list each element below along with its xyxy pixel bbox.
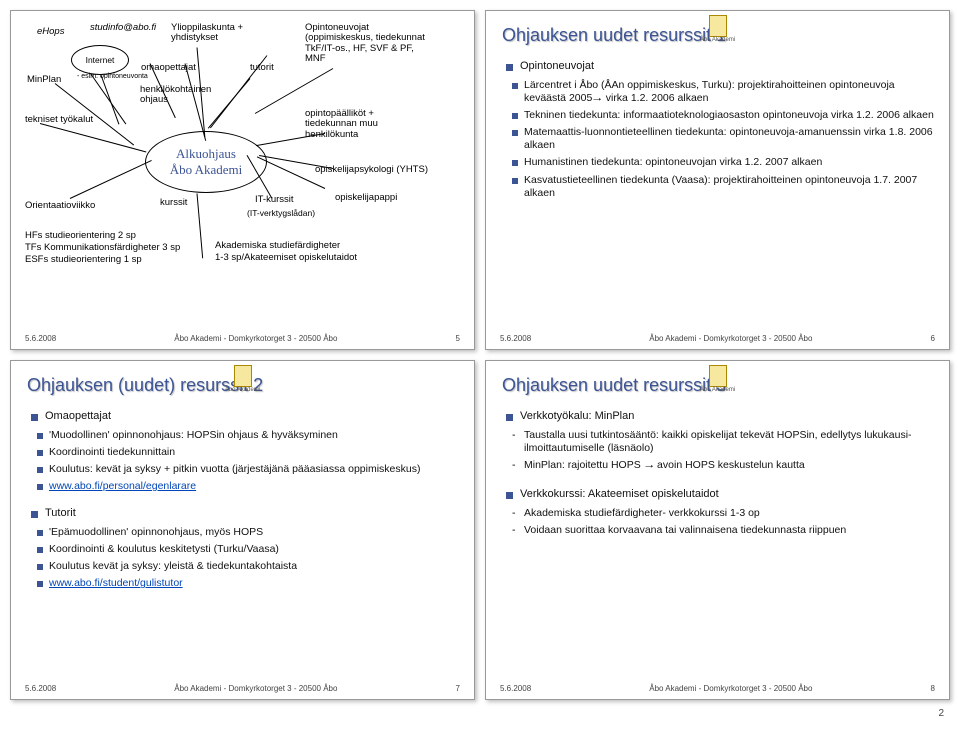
bullets: Tutorit 'Epämuodollinen' opinnonohjaus, … — [31, 507, 460, 590]
logo-text: Åbo Akademi — [213, 387, 273, 393]
bullet: Taustalla uusi tutkintosääntö: kaikki op… — [512, 429, 935, 455]
bullet: Omaopettajat — [31, 410, 460, 424]
bullet: Koordinointi & koulutus keskitetysti (Tu… — [37, 543, 460, 556]
bullet: Humanistinen tiedekunta: opintoneuvojan … — [512, 156, 935, 169]
label-hfs: HFs studieorientering 2 sp — [25, 231, 136, 241]
bullets: Omaopettajat 'Muodollinen' opinnonohjaus… — [31, 410, 460, 493]
footer-num: 8 — [931, 684, 935, 693]
arrow-icon: → — [591, 92, 604, 105]
arrow-icon: → — [643, 459, 656, 472]
label-orient: Orientaatioviikko — [25, 201, 95, 211]
label-kurssit: kurssit — [160, 198, 187, 208]
bullets: Verkkokurssi: Akateemiset opiskelutaidot… — [506, 488, 935, 537]
footer: 5.6.2008 Åbo Akademi - Domkyrkotorget 3 … — [25, 684, 460, 693]
label-ehops: eHops — [37, 27, 64, 37]
label-itverk: (IT-verktygslådan) — [247, 209, 315, 218]
bullet: Kasvatustieteellinen tiedekunta (Vaasa):… — [512, 174, 935, 200]
bullet: Tekninen tiedekunta: informaatioteknolog… — [512, 109, 935, 122]
footer: 5.6.2008 Åbo Akademi - Domkyrkotorget 3 … — [25, 334, 460, 343]
bullet: 'Epämuodollinen' opinnonohjaus, myös HOP… — [37, 526, 460, 539]
label-opintop: opintopäälliköt + tiedekunnan muu henkil… — [305, 109, 425, 140]
text: MinPlan: rajoitettu HOPS — [524, 459, 644, 471]
label-omaop: omaopettajat — [141, 63, 196, 73]
logo-icon — [709, 365, 727, 387]
bullet: Voidaan suorittaa korvaavana tai valinna… — [512, 524, 935, 537]
label-esfs: ESFs studieorientering 1 sp — [25, 255, 142, 265]
text: Lärcentret i Åbo (ÅAn oppimiskeskus, Tur… — [524, 79, 895, 104]
text: avoin HOPS keskustelun kautta — [654, 459, 805, 471]
bullet: Lärcentret i Åbo (ÅAn oppimiskeskus, Tur… — [512, 79, 935, 105]
label-minplan: MinPlan — [27, 75, 61, 85]
bullet: Matemaattis-luonnontieteellinen tiedekun… — [512, 126, 935, 152]
footer-date: 5.6.2008 — [25, 684, 56, 693]
footer-date: 5.6.2008 — [25, 334, 56, 343]
label-akad2: 1-3 sp/Akateemiset opiskelutaidot — [215, 253, 357, 263]
line — [197, 193, 204, 258]
label-tekniset: tekniset työkalut — [25, 115, 93, 125]
footer-num: 7 — [456, 684, 460, 693]
page-number: 2 — [10, 708, 950, 719]
label-tfs: TFs Kommunikationsfärdigheter 3 sp — [25, 243, 180, 253]
footer-date: 5.6.2008 — [500, 684, 531, 693]
label-opisk2: opiskelijapappi — [335, 193, 397, 203]
logo: Åbo Akademi — [688, 15, 748, 43]
slide-6: Åbo Akademi Ohjauksen uudet resurssit 1 … — [485, 10, 950, 350]
footer-addr: Åbo Akademi - Domkyrkotorget 3 - 20500 Å… — [531, 684, 930, 693]
oval-internet: Internet — [71, 45, 129, 75]
footer-addr: Åbo Akademi - Domkyrkotorget 3 - 20500 Å… — [56, 684, 455, 693]
logo: Åbo Akademi — [213, 365, 273, 393]
footer-num: 6 — [931, 334, 935, 343]
bullet: Akademiska studiefärdigheter- verkkokurs… — [512, 507, 935, 520]
logo-text: Åbo Akademi — [688, 37, 748, 43]
label-opneuv: Opintoneuvojat (oppimiskeskus, tiedekunn… — [305, 23, 435, 65]
bullets: Opintoneuvojat Lärcentret i Åbo (ÅAn opp… — [506, 60, 935, 200]
footer-addr: Åbo Akademi - Domkyrkotorget 3 - 20500 Å… — [531, 334, 930, 343]
bullet: Tutorit — [31, 507, 460, 521]
bullets: Verkkotyökalu: MinPlan Taustalla uusi tu… — [506, 410, 935, 472]
label-henkilo: henkilökohtainen ohjaus — [140, 85, 230, 106]
logo-icon — [709, 15, 727, 37]
logo-icon — [234, 365, 252, 387]
oval-alk-text: Alkuohjaus — [176, 146, 236, 162]
bullet: www.abo.fi/personal/egenlarare — [37, 480, 460, 493]
bullet: Koulutus kevät ja syksy: yleistä & tiede… — [37, 560, 460, 573]
label-internet-sub: - esim. opintoneuvonta — [77, 73, 148, 81]
label-tutorit: tutorit — [250, 63, 274, 73]
diagram: Alkuohjaus Åbo Akademi eHops studinfo@ab… — [25, 23, 460, 293]
link[interactable]: www.abo.fi/personal/egenlarare — [49, 480, 196, 492]
oval-internet-text: Internet — [86, 55, 115, 65]
slide-5: Alkuohjaus Åbo Akademi eHops studinfo@ab… — [10, 10, 475, 350]
line — [40, 123, 147, 152]
slide-grid: Alkuohjaus Åbo Akademi eHops studinfo@ab… — [10, 10, 950, 700]
bullet: Verkkokurssi: Akateemiset opiskelutaidot — [506, 488, 935, 502]
slide-7: Åbo Akademi Ohjauksen (uudet) resurssit … — [10, 360, 475, 700]
footer: 5.6.2008 Åbo Akademi - Domkyrkotorget 3 … — [500, 334, 935, 343]
bullet: Opintoneuvojat — [506, 60, 935, 74]
line — [70, 160, 152, 199]
bullet: 'Muodollinen' opinnonohjaus: HOPSin ohja… — [37, 429, 460, 442]
text: virka 1.2. 2006 alkaen — [603, 92, 709, 104]
bullet: Koulutus: kevät ja syksy + pitkin vuotta… — [37, 463, 460, 476]
footer-num: 5 — [456, 334, 460, 343]
bullet: MinPlan: rajoitettu HOPS → avoin HOPS ke… — [512, 459, 935, 472]
oval-abo-text: Åbo Akademi — [170, 162, 243, 178]
label-studinfo: studinfo@abo.fi — [90, 23, 156, 33]
logo-text: Åbo Akademi — [688, 387, 748, 393]
bullet: www.abo.fi/student/gulistutor — [37, 577, 460, 590]
link[interactable]: www.abo.fi/student/gulistutor — [49, 577, 183, 589]
bullet: Verkkotyökalu: MinPlan — [506, 410, 935, 424]
slide-8: Åbo Akademi Ohjauksen uudet resurssit 3 … — [485, 360, 950, 700]
label-opisk1: opiskelijapsykologi (YHTS) — [315, 165, 435, 175]
label-akad1: Akademiska studiefärdigheter — [215, 241, 340, 251]
label-itkurssit: IT-kurssit — [255, 195, 294, 205]
footer: 5.6.2008 Åbo Akademi - Domkyrkotorget 3 … — [500, 684, 935, 693]
logo: Åbo Akademi — [688, 365, 748, 393]
footer-date: 5.6.2008 — [500, 334, 531, 343]
label-yliop: Ylioppilaskunta + yhdistykset — [171, 23, 261, 44]
bullet: Koordinointi tiedekunnittain — [37, 446, 460, 459]
footer-addr: Åbo Akademi - Domkyrkotorget 3 - 20500 Å… — [56, 334, 455, 343]
